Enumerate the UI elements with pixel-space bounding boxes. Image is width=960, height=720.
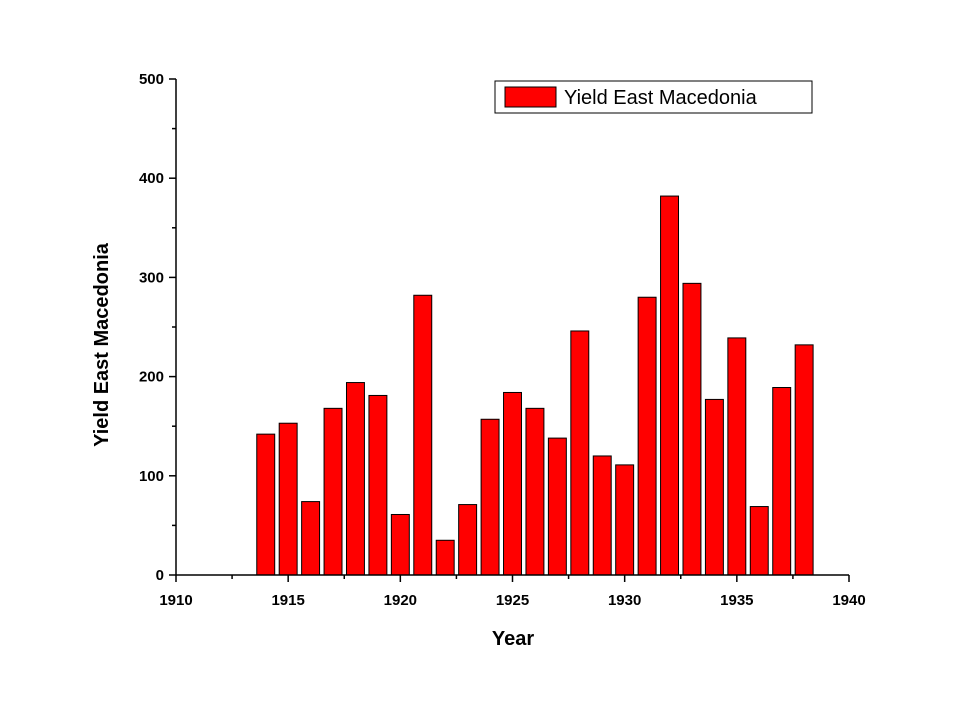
y-tick-label: 500 <box>139 71 164 88</box>
legend: Yield East Macedonia <box>494 80 813 114</box>
y-tick-label: 0 <box>156 567 164 584</box>
x-tick-label: 1930 <box>608 592 641 609</box>
legend-label: Yield East Macedonia <box>564 87 758 109</box>
bar-1917 <box>323 407 343 576</box>
bar-1926 <box>525 407 545 576</box>
bar-1932 <box>660 195 680 576</box>
x-tick-label: 1915 <box>271 592 304 609</box>
x-axis-title: Year <box>492 628 534 650</box>
y-tick-label: 300 <box>139 269 164 286</box>
bar-1921 <box>413 294 433 576</box>
legend-swatch <box>504 86 557 108</box>
bar-1933 <box>682 282 702 576</box>
y-axis-title: Yield East Macedonia <box>91 242 113 447</box>
bar-1927 <box>547 437 567 576</box>
x-tick-label: 1920 <box>384 592 417 609</box>
y-tick-label: 100 <box>139 468 164 485</box>
x-tick-label: 1925 <box>496 592 529 609</box>
bar-1919 <box>368 394 388 576</box>
bar-1915 <box>278 422 298 576</box>
bar-1925 <box>503 391 522 576</box>
bar-1938 <box>794 344 814 576</box>
x-tick-label: 1910 <box>159 592 192 609</box>
bar-1934 <box>704 398 724 576</box>
bar-1914 <box>256 433 276 576</box>
y-tick-label: 400 <box>139 170 164 187</box>
bar-1922 <box>435 539 455 576</box>
bar-1916 <box>301 501 321 576</box>
bar-1920 <box>390 513 410 576</box>
bar-1924 <box>480 418 500 576</box>
bars-group <box>256 195 814 576</box>
x-tick-label: 1940 <box>832 592 865 609</box>
bar-1937 <box>772 387 792 576</box>
bar-1935 <box>727 337 747 576</box>
bar-1931 <box>637 296 657 576</box>
x-tick-label: 1935 <box>720 592 753 609</box>
bar-1929 <box>592 455 612 576</box>
ticks-group: 0 100 200 300 400 500 1910 1915 1920 1925 1930 1935… <box>139 71 866 609</box>
bar-1936 <box>749 506 769 576</box>
bar-1923 <box>458 504 478 576</box>
bar-1928 <box>570 330 590 576</box>
bar-1930 <box>615 464 635 576</box>
bar-1918 <box>345 382 365 576</box>
y-tick-label: 200 <box>139 369 164 386</box>
